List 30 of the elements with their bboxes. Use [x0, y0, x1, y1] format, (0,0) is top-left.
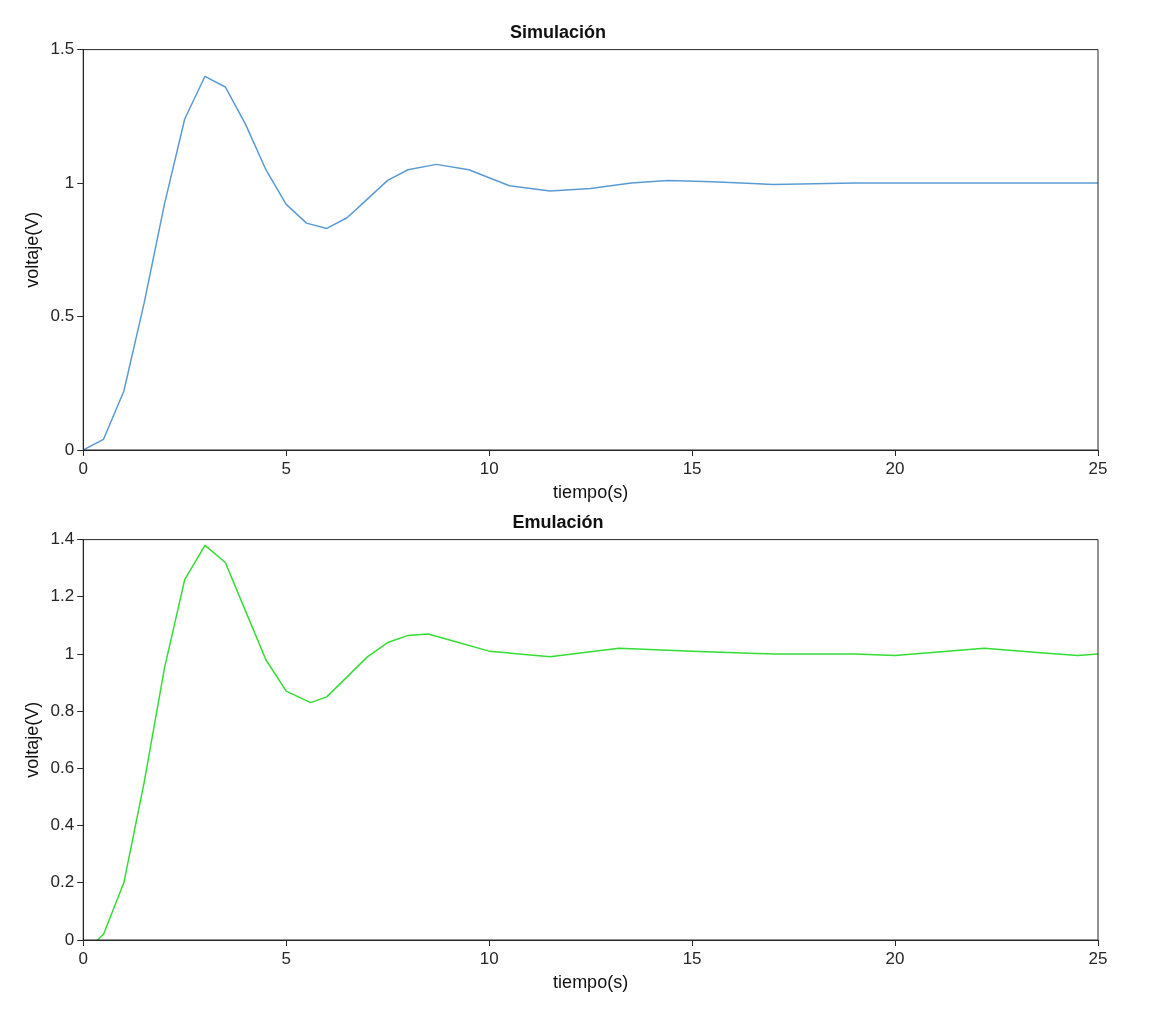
x-tick-label: 20: [885, 948, 905, 968]
y-tick-label: 0.6: [50, 758, 75, 778]
x-tick-label: 5: [281, 458, 291, 478]
x-tick-label: 15: [682, 458, 702, 478]
x-tick-label: 0: [78, 458, 88, 478]
y-axis-title: voltaje(V): [21, 211, 42, 288]
x-tick-label: 20: [885, 458, 905, 478]
y-tick-label: 0.5: [50, 306, 75, 326]
x-tick-label: 10: [479, 458, 499, 478]
y-tick-label: 1: [64, 172, 75, 192]
x-tick-label: 0: [78, 948, 88, 968]
x-axis-title: tiempo(s): [553, 972, 629, 993]
y-tick-label: 0.8: [50, 700, 75, 720]
y-tick-label: 1: [64, 643, 75, 663]
y-tick-label: 0.4: [50, 815, 75, 835]
y-tick-label: 1.4: [50, 529, 75, 549]
x-tick-label: 25: [1088, 458, 1108, 478]
y-tick-label: 1.5: [50, 39, 75, 59]
x-tick-label: 10: [479, 948, 499, 968]
x-tick-label: 25: [1088, 948, 1108, 968]
y-axis-title: voltaje(V): [21, 701, 42, 778]
y-tick-label: 0: [64, 929, 75, 949]
chart-title: Emulación: [512, 511, 604, 532]
x-tick-label: 5: [281, 948, 291, 968]
y-tick-label: 0.2: [50, 872, 75, 892]
x-tick-label: 15: [682, 948, 702, 968]
chart-title: Simulación: [509, 21, 607, 42]
y-tick-label: 1.2: [50, 586, 75, 606]
x-axis-title: tiempo(s): [553, 482, 629, 503]
y-tick-label: 0: [64, 439, 75, 459]
